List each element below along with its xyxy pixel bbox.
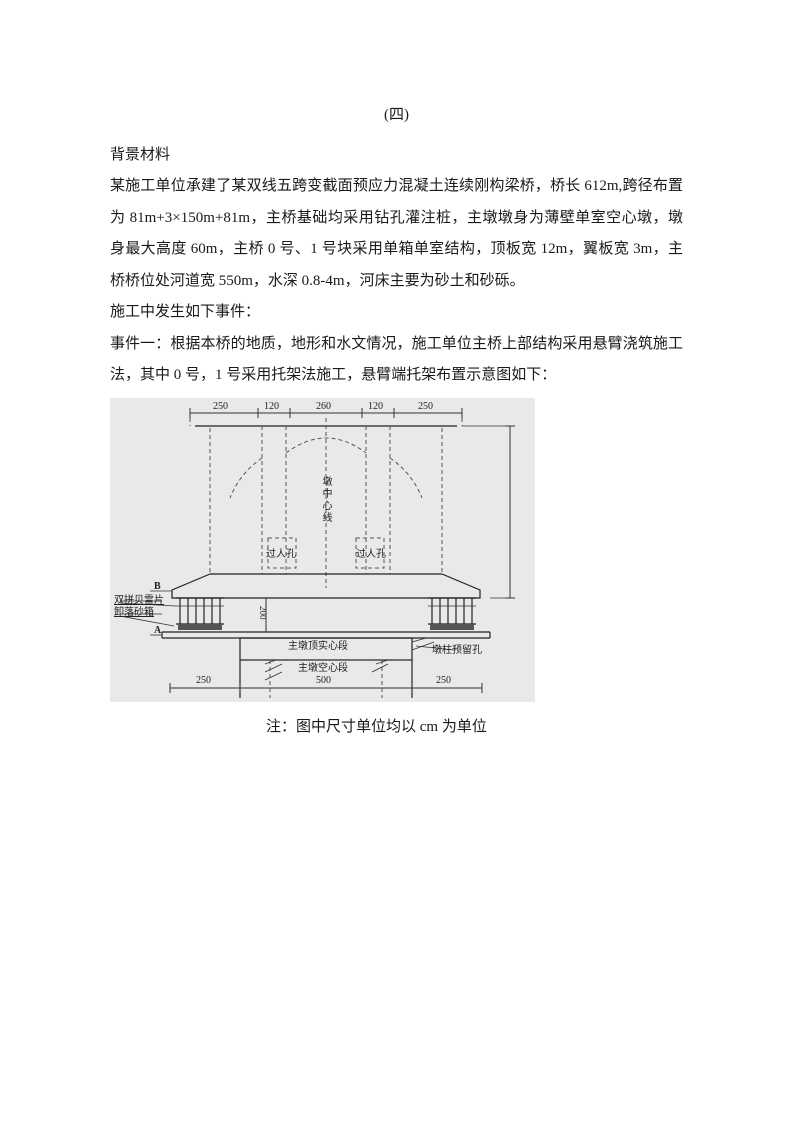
figure-caption: 注：图中尺寸单位均以 cm 为单位 xyxy=(110,712,683,744)
dim-bottom-1: 250 xyxy=(196,676,211,686)
label-pier-hole: 墩柱预留孔 xyxy=(432,646,482,656)
body-paragraph-3: 事件一：根据本桥的地质，地形和水文情况，施工单位主桥上部结构采用悬臂浇筑施工法，… xyxy=(110,329,683,392)
dim-top-4: 120 xyxy=(368,402,383,412)
label-solid-section: 主墩顶实心段 xyxy=(288,642,348,652)
section-number: (四) xyxy=(110,100,683,132)
dim-top-2: 120 xyxy=(264,402,279,412)
body-paragraph-2: 施工中发生如下事件： xyxy=(110,297,683,329)
dim-top-1: 250 xyxy=(213,402,228,412)
dim-bottom-2: 500 xyxy=(316,676,331,686)
label-manhole-left: 过人孔 xyxy=(266,550,296,560)
label-mark-b: B xyxy=(154,582,161,592)
figure-container: 250 120 260 120 250 250 500 250 墩中心线 过人孔… xyxy=(110,398,683,702)
body-paragraph-1: 某施工单位承建了某双线五跨变截面预应力混凝土连续刚构梁桥，桥长 612m,跨径布… xyxy=(110,171,683,297)
cantilever-bracket-diagram: 250 120 260 120 250 250 500 250 墩中心线 过人孔… xyxy=(110,398,535,702)
label-manhole-right: 过人孔 xyxy=(356,550,386,560)
dim-side-200: 200 xyxy=(258,606,267,620)
label-bailey: 双拼贝雷片 xyxy=(114,596,164,606)
dim-top-3: 260 xyxy=(316,402,331,412)
label-sandbox: 卸落砂箱 xyxy=(114,608,154,618)
label-mark-a: A xyxy=(154,626,161,636)
label-hollow-section: 主墩空心段 xyxy=(298,664,348,674)
background-heading: 背景材料 xyxy=(110,140,683,172)
dim-top-5: 250 xyxy=(418,402,433,412)
dim-bottom-3: 250 xyxy=(436,676,451,686)
label-center-line: 墩中心线 xyxy=(320,476,330,524)
